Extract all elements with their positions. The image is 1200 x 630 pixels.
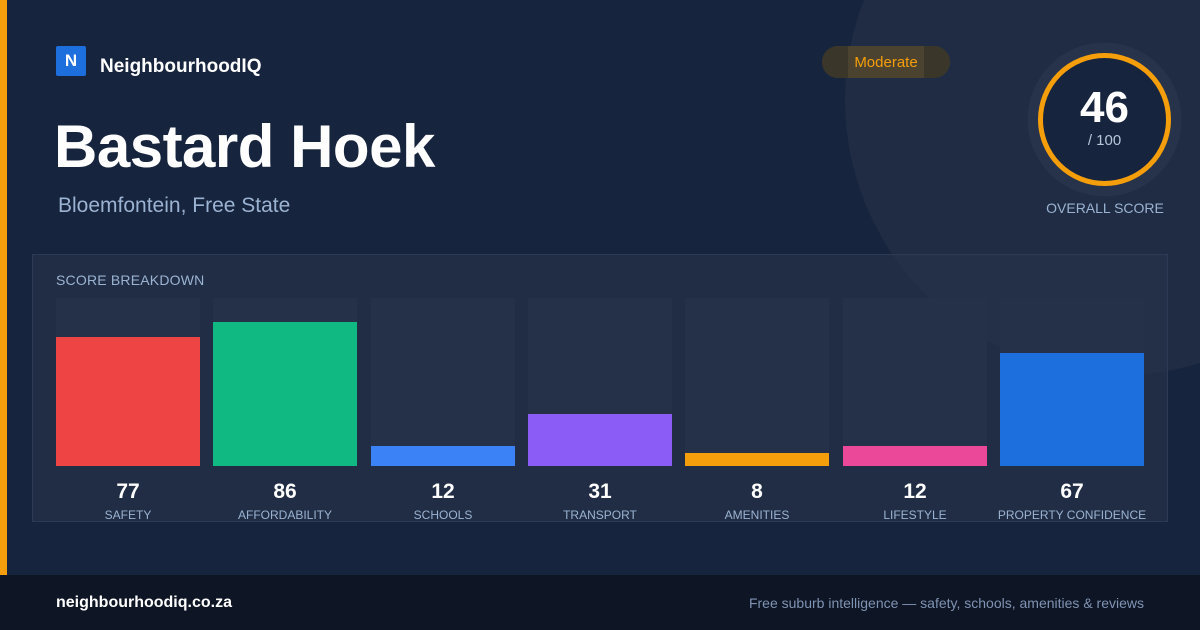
bar-label: LIFESTYLE [883, 508, 947, 522]
bar-value: 31 [588, 480, 612, 503]
suburb-title: Bastard Hoek [54, 113, 435, 180]
suburb-location: Bloemfontein, Free State [58, 194, 291, 217]
breakdown-item: 12 SCHOOLS [371, 298, 515, 524]
bar-fill [843, 446, 987, 466]
brand-logo-icon: N [56, 46, 86, 76]
bar-track [528, 298, 672, 466]
bar-value: 12 [903, 480, 927, 503]
bar-track [56, 298, 200, 466]
footer-tagline: Free suburb intelligence — safety, schoo… [748, 595, 1144, 611]
bar-label: AFFORDABILITY [237, 508, 332, 522]
breakdown-item: 67 PROPERTY CONFIDENCE [998, 298, 1146, 524]
footer-domain: neighbourhoodiq.co.za [56, 594, 232, 611]
breakdown-item: 77 SAFETY [56, 298, 200, 524]
bar-label: PROPERTY CONFIDENCE [997, 508, 1147, 522]
brand-name: NeighbourhoodIQ [100, 56, 262, 77]
breakdown-item: 8 AMENITIES [685, 298, 829, 524]
bar-track [685, 298, 829, 466]
bar-label: AMENITIES [724, 508, 790, 522]
bar-value: 77 [116, 480, 140, 503]
bar-fill [528, 414, 672, 466]
bar-value: 8 [751, 480, 763, 503]
rating-label: Moderate [854, 53, 918, 71]
bar-fill [685, 453, 829, 466]
bar-fill [56, 337, 200, 466]
bar-fill [1000, 353, 1144, 466]
bar-value: 86 [273, 480, 297, 503]
footer [0, 575, 1200, 630]
bar-label: TRANSPORT [563, 508, 637, 522]
bar-value: 12 [431, 480, 455, 503]
breakdown-item: 86 AFFORDABILITY [213, 298, 357, 524]
overall-score-max: / 100 [1087, 132, 1122, 149]
bar-fill [213, 322, 357, 466]
rating-badge: Moderate [822, 46, 950, 78]
score-breakdown-heading: SCORE BREAKDOWN [56, 272, 205, 288]
overall-score-caption: OVERALL SCORE [1046, 200, 1164, 216]
bar-fill [371, 446, 515, 466]
bar-label: SCHOOLS [413, 508, 473, 522]
breakdown-item: 12 LIFESTYLE [843, 298, 987, 524]
bar-value: 67 [1060, 480, 1084, 503]
bar-track [1000, 298, 1144, 466]
bar-label: SAFETY [104, 508, 152, 522]
overall-score-value: 46 [1080, 83, 1129, 132]
bar-track [213, 298, 357, 466]
overall-score-ring [1027, 42, 1182, 197]
breakdown-item: 31 TRANSPORT [528, 298, 672, 524]
score-breakdown-bars: 77 SAFETY 86 AFFORDABILITY 12 SCHOOLS 31 TRANSP… [56, 298, 1146, 524]
accent-bar [0, 0, 7, 575]
bar-track [371, 298, 515, 466]
bar-track [843, 298, 987, 466]
